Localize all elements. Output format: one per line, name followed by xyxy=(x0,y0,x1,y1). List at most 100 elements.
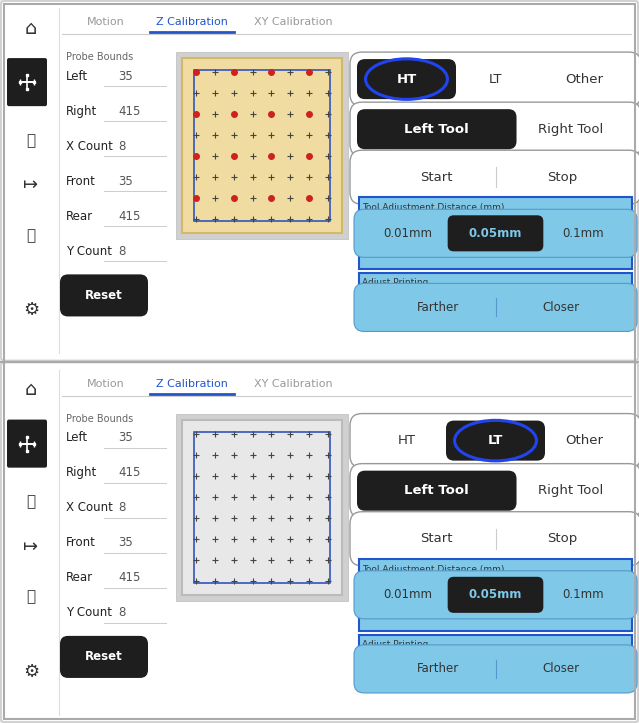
FancyBboxPatch shape xyxy=(1,362,638,722)
Text: Bed Configuration: Bed Configuration xyxy=(362,414,450,424)
FancyBboxPatch shape xyxy=(354,570,637,619)
Text: ⌂: ⌂ xyxy=(25,19,37,38)
Text: 35: 35 xyxy=(118,536,133,549)
Text: Probing: Probing xyxy=(362,150,399,161)
Text: 415: 415 xyxy=(118,571,141,584)
Bar xyxy=(176,414,348,601)
Text: 415: 415 xyxy=(118,105,141,118)
FancyBboxPatch shape xyxy=(357,109,516,149)
Text: 〰: 〰 xyxy=(26,495,36,509)
Text: Rear: Rear xyxy=(66,210,93,223)
Text: Z Calibration: Z Calibration xyxy=(156,379,228,388)
Text: 🗎: 🗎 xyxy=(26,589,36,604)
Text: 415: 415 xyxy=(118,466,141,479)
Text: Stop: Stop xyxy=(547,171,578,184)
Text: 0.01mm: 0.01mm xyxy=(383,227,433,240)
Bar xyxy=(182,58,342,234)
Text: Adjust Printing: Adjust Printing xyxy=(362,278,428,287)
FancyBboxPatch shape xyxy=(354,209,637,257)
Bar xyxy=(359,273,632,330)
Text: ⚙: ⚙ xyxy=(23,663,39,681)
FancyBboxPatch shape xyxy=(354,283,637,331)
Text: Reset: Reset xyxy=(85,651,123,664)
Bar xyxy=(359,559,632,631)
Text: Probe Bounds: Probe Bounds xyxy=(66,52,134,62)
Text: Tool Adjustment Distance (mm): Tool Adjustment Distance (mm) xyxy=(362,565,504,574)
Text: Closer: Closer xyxy=(543,301,580,314)
Text: Left Tool: Left Tool xyxy=(404,484,469,497)
Text: Other: Other xyxy=(566,72,603,85)
FancyBboxPatch shape xyxy=(60,275,148,317)
FancyBboxPatch shape xyxy=(350,463,639,518)
Text: Y Count: Y Count xyxy=(66,245,112,258)
Text: ⌂: ⌂ xyxy=(25,380,37,399)
Text: Right Tool: Right Tool xyxy=(537,123,603,136)
Text: Left Tool: Left Tool xyxy=(404,123,469,136)
FancyBboxPatch shape xyxy=(350,512,639,566)
Text: XY Calibration: XY Calibration xyxy=(254,379,332,388)
Text: Tool Select: Tool Select xyxy=(362,102,414,112)
Text: Bed Configuration: Bed Configuration xyxy=(362,52,450,62)
Text: 35: 35 xyxy=(118,175,133,188)
FancyBboxPatch shape xyxy=(7,58,47,106)
Text: 0.1mm: 0.1mm xyxy=(562,589,604,602)
Text: 35: 35 xyxy=(118,431,133,444)
Text: 8: 8 xyxy=(118,607,125,620)
Bar xyxy=(359,197,632,270)
Text: Front: Front xyxy=(66,175,96,188)
Text: Z Calibration: Z Calibration xyxy=(156,17,228,27)
Text: Reset: Reset xyxy=(85,289,123,302)
Text: ↦: ↦ xyxy=(24,176,38,194)
Text: XY Calibration: XY Calibration xyxy=(254,17,332,27)
FancyBboxPatch shape xyxy=(350,150,639,205)
Text: Tool Adjustment Distance (mm): Tool Adjustment Distance (mm) xyxy=(362,203,504,213)
Text: ⚙: ⚙ xyxy=(23,301,39,320)
Bar xyxy=(359,635,632,691)
Text: Probing: Probing xyxy=(362,512,399,522)
Text: LT: LT xyxy=(489,72,502,85)
FancyBboxPatch shape xyxy=(354,645,637,693)
Text: 8: 8 xyxy=(118,501,125,514)
FancyBboxPatch shape xyxy=(350,414,639,468)
Text: Tool Select: Tool Select xyxy=(362,463,414,474)
Text: 8: 8 xyxy=(118,140,125,153)
Text: Right: Right xyxy=(66,105,97,118)
FancyBboxPatch shape xyxy=(7,419,47,468)
FancyBboxPatch shape xyxy=(350,102,639,156)
Text: 8: 8 xyxy=(118,245,125,258)
Text: 〰: 〰 xyxy=(26,133,36,147)
FancyBboxPatch shape xyxy=(357,59,456,99)
Text: Right Tool: Right Tool xyxy=(537,484,603,497)
FancyBboxPatch shape xyxy=(448,577,543,613)
Text: Adjust Printing: Adjust Printing xyxy=(362,640,428,649)
FancyBboxPatch shape xyxy=(60,636,148,678)
Text: HT: HT xyxy=(397,434,415,447)
Text: Stop: Stop xyxy=(547,532,578,545)
Text: Closer: Closer xyxy=(543,662,580,675)
FancyBboxPatch shape xyxy=(446,421,545,461)
Text: 415: 415 xyxy=(118,210,141,223)
Text: X Count: X Count xyxy=(66,140,113,153)
Text: Right: Right xyxy=(66,466,97,479)
Text: 0.05mm: 0.05mm xyxy=(469,589,522,602)
FancyBboxPatch shape xyxy=(448,215,543,252)
FancyBboxPatch shape xyxy=(350,52,639,106)
Text: LT: LT xyxy=(488,434,503,447)
Bar xyxy=(194,432,330,583)
Text: Left: Left xyxy=(66,69,88,82)
Text: 0.1mm: 0.1mm xyxy=(562,227,604,240)
Text: ↦: ↦ xyxy=(24,538,38,556)
Text: 0.05mm: 0.05mm xyxy=(469,227,522,240)
Text: Y Count: Y Count xyxy=(66,607,112,620)
Text: Farther: Farther xyxy=(417,662,459,675)
Text: Left: Left xyxy=(66,431,88,444)
Text: Rear: Rear xyxy=(66,571,93,584)
Text: X Count: X Count xyxy=(66,501,113,514)
FancyBboxPatch shape xyxy=(1,1,638,361)
Text: Motion: Motion xyxy=(87,17,125,27)
Text: HT: HT xyxy=(396,72,417,85)
Text: Front: Front xyxy=(66,536,96,549)
Text: Other: Other xyxy=(566,434,603,447)
Text: 🗎: 🗎 xyxy=(26,228,36,243)
Text: Probe Bounds: Probe Bounds xyxy=(66,414,134,424)
